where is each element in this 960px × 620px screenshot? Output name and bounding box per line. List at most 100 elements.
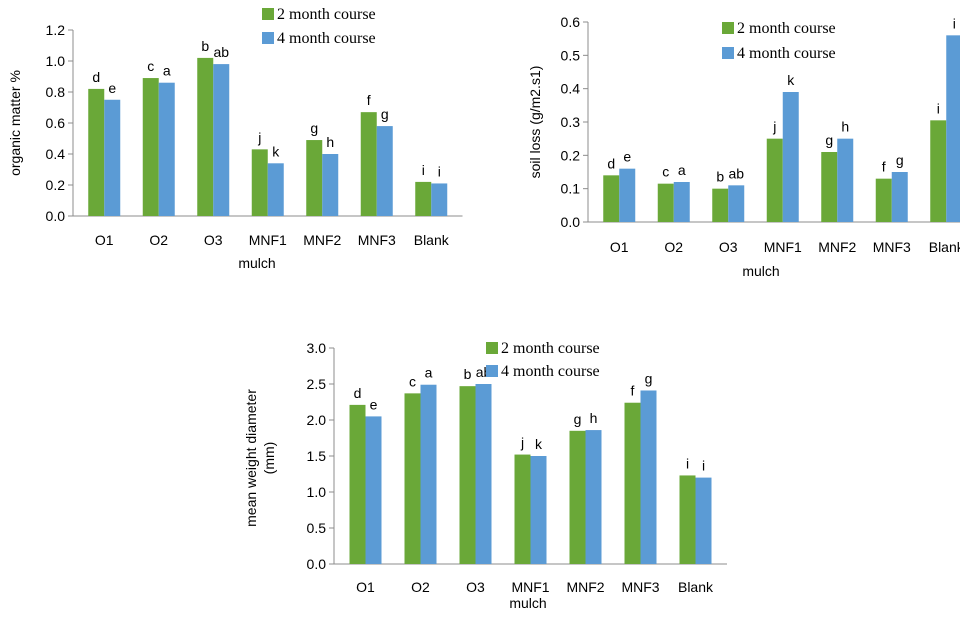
significance-label: g bbox=[381, 106, 389, 122]
y-tick-label: 0.0 bbox=[561, 214, 581, 230]
bar-4-month-o1 bbox=[365, 416, 382, 564]
legend-swatch bbox=[262, 32, 274, 44]
significance-label: e bbox=[623, 149, 631, 165]
legend: 2 month course 4 month course bbox=[722, 20, 836, 62]
bar-4-month-o2 bbox=[158, 82, 175, 216]
significance-label: k bbox=[787, 72, 795, 88]
y-tick-label: 0.0 bbox=[46, 208, 66, 224]
significance-label: j bbox=[257, 129, 261, 145]
x-tick-label: O1 bbox=[95, 232, 114, 248]
x-tick-label: MNF3 bbox=[873, 239, 911, 255]
y-tick-label: 0.1 bbox=[561, 181, 581, 197]
y-tick-label: 1.0 bbox=[307, 484, 327, 500]
x-tick-label: MNF3 bbox=[358, 232, 396, 248]
bar-2-month-o2 bbox=[142, 78, 159, 216]
significance-label: i bbox=[702, 458, 705, 474]
significance-label: ab bbox=[213, 44, 229, 60]
y-tick-label: 1.2 bbox=[46, 22, 66, 38]
bar-2-month-blank bbox=[930, 120, 947, 222]
mean-weight-diameter-chart: mean weight diameter (mm) 0.0 0.5 1.0 1.5 2.0… bbox=[243, 340, 727, 611]
bar-2-month-o1 bbox=[603, 175, 620, 222]
x-tick-label: MNF1 bbox=[764, 239, 802, 255]
legend-label: 2 month course bbox=[737, 20, 836, 37]
significance-label: h bbox=[326, 134, 334, 150]
y-tick-label: 0.6 bbox=[46, 115, 66, 131]
plot-area: 0.0 0.2 0.4 0.6 0.8 1.0 1.2 de O1 c a O2 b ab O3 jk MNF1… bbox=[46, 22, 463, 271]
legend-swatch bbox=[722, 47, 734, 59]
significance-label: a bbox=[163, 63, 171, 79]
x-tick-label: O1 bbox=[356, 579, 375, 595]
significance-label: j bbox=[772, 119, 776, 135]
bar-2-month-o1 bbox=[88, 88, 105, 216]
bar-2-month-mnf1 bbox=[514, 454, 531, 564]
x-tick-label: O1 bbox=[610, 239, 629, 255]
significance-label: g bbox=[645, 370, 653, 386]
significance-label: g bbox=[896, 152, 904, 168]
significance-label: i bbox=[953, 15, 956, 31]
bar-4-month-mnf3 bbox=[376, 126, 393, 216]
legend-label: 4 month course bbox=[277, 30, 376, 47]
legend-swatch bbox=[262, 8, 274, 20]
legend-label: 4 month course bbox=[737, 45, 836, 62]
bar-2-month-mnf2 bbox=[569, 430, 586, 564]
significance-label: d bbox=[354, 385, 362, 401]
significance-label: e bbox=[370, 396, 378, 412]
bar-2-month-mnf2 bbox=[306, 140, 323, 216]
organic-matter-chart: organic matter % 0.0 0.2 0.4 0.6 0.8 1.0 1.2 de… bbox=[7, 6, 463, 271]
legend-swatch bbox=[486, 342, 498, 354]
significance-label: k bbox=[535, 436, 543, 452]
bar-2-month-o2 bbox=[657, 183, 674, 222]
significance-label: h bbox=[590, 410, 598, 426]
significance-label: c bbox=[147, 58, 154, 74]
y-tick-label: 1.0 bbox=[46, 53, 66, 69]
bar-4-month-mnf2 bbox=[837, 138, 854, 222]
bar-4-month-mnf1 bbox=[530, 456, 547, 564]
bar-4-month-blank bbox=[695, 477, 712, 564]
significance-label: a bbox=[678, 162, 686, 178]
y-axis-title-text: soil loss (g/m2.s1) bbox=[527, 66, 543, 179]
x-tick-label: MNF1 bbox=[511, 579, 549, 595]
y-axis-title: mean weight diameter (mm) bbox=[243, 389, 277, 527]
x-tick-label: MNF1 bbox=[249, 232, 287, 248]
significance-label: i bbox=[422, 162, 425, 178]
x-tick-label: MNF3 bbox=[621, 579, 659, 595]
legend-label: 4 month course bbox=[501, 363, 600, 380]
bar-2-month-o3 bbox=[459, 386, 476, 564]
x-axis-title: mulch bbox=[742, 263, 779, 279]
bar-4-month-mnf3 bbox=[640, 390, 657, 564]
bar-4-month-mnf1 bbox=[782, 92, 799, 222]
x-tick-label: O2 bbox=[664, 239, 683, 255]
bar-4-month-o3 bbox=[728, 185, 745, 222]
bar-2-month-mnf3 bbox=[875, 178, 892, 222]
legend-swatch bbox=[486, 365, 498, 377]
soil-loss-chart: soil loss (g/m2.s1) 0.00.10.20.30.40.50.… bbox=[527, 14, 960, 279]
bar-4-month-blank bbox=[431, 183, 448, 216]
bar-4-month-mnf3 bbox=[891, 172, 908, 222]
bar-2-month-o3 bbox=[712, 188, 729, 222]
y-tick-label: 0.3 bbox=[561, 114, 581, 130]
significance-label: f bbox=[367, 92, 371, 108]
y-tick-label: 0.6 bbox=[561, 14, 581, 30]
significance-label: g bbox=[574, 411, 582, 427]
legend-label: 2 month course bbox=[277, 6, 376, 23]
y-axis-title-unit: (mm) bbox=[261, 442, 277, 475]
significance-label: a bbox=[425, 365, 433, 381]
significance-label: k bbox=[272, 143, 280, 159]
y-tick-label: 0.4 bbox=[561, 81, 581, 97]
x-tick-label: Blank bbox=[678, 579, 714, 595]
x-tick-label: Blank bbox=[414, 232, 450, 248]
significance-label: b bbox=[464, 366, 472, 382]
significance-label: f bbox=[882, 159, 886, 175]
bar-4-month-o2 bbox=[420, 384, 437, 564]
significance-label: i bbox=[438, 163, 441, 179]
significance-label: d bbox=[607, 155, 615, 171]
y-axis-title: organic matter % bbox=[7, 70, 23, 176]
bar-2-month-mnf2 bbox=[821, 152, 838, 222]
y-axis-title-text: organic matter % bbox=[7, 70, 23, 176]
x-tick-label: O2 bbox=[149, 232, 168, 248]
x-tick-label: O3 bbox=[466, 579, 485, 595]
y-tick-label: 1.5 bbox=[307, 448, 327, 464]
significance-label: b bbox=[201, 38, 209, 54]
significance-label: c bbox=[662, 164, 669, 180]
